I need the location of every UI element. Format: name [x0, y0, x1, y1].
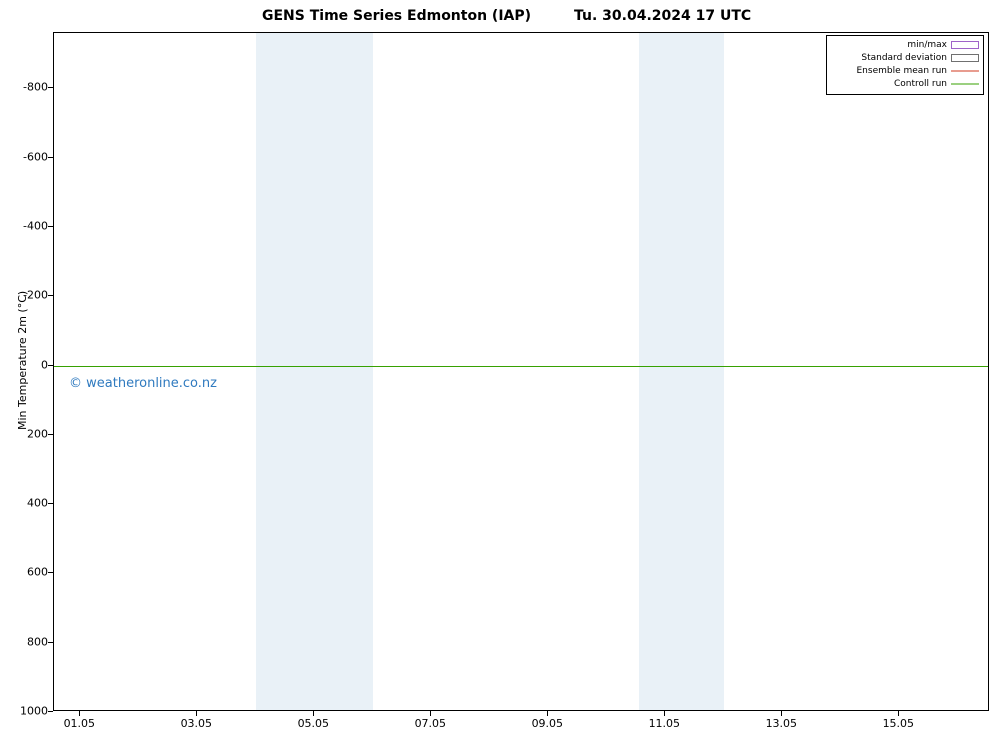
controll-run-line	[54, 366, 988, 367]
y-tick-label: -800	[8, 81, 48, 94]
y-tick-label: 600	[8, 566, 48, 579]
x-tick-mark	[898, 711, 899, 716]
y-tick-label: -400	[8, 220, 48, 233]
y-tick-label: 400	[8, 497, 48, 510]
y-tick-mark	[48, 572, 53, 573]
x-tick-label: 03.05	[181, 717, 213, 730]
legend-row: min/max	[831, 38, 979, 51]
y-tick-label: 800	[8, 635, 48, 648]
y-tick-mark	[48, 434, 53, 435]
y-tick-label: 0	[8, 358, 48, 371]
legend-swatch	[951, 79, 979, 89]
chart-title-left: GENS Time Series Edmonton (IAP)	[262, 8, 531, 24]
shaded-band	[639, 33, 665, 710]
x-tick-mark	[547, 711, 548, 716]
x-tick-label: 13.05	[766, 717, 798, 730]
legend-swatch	[951, 40, 979, 50]
x-tick-label: 09.05	[532, 717, 564, 730]
legend-label: Ensemble mean run	[857, 66, 952, 76]
y-tick-mark	[48, 365, 53, 366]
x-tick-label: 01.05	[64, 717, 96, 730]
plot-area	[53, 32, 989, 711]
x-tick-label: 05.05	[298, 717, 330, 730]
x-tick-mark	[781, 711, 782, 716]
legend-row: Standard deviation	[831, 51, 979, 64]
y-tick-mark	[48, 226, 53, 227]
y-tick-label: 1000	[8, 705, 48, 718]
legend-label: Controll run	[894, 79, 951, 89]
x-tick-mark	[664, 711, 665, 716]
legend-swatch	[951, 53, 979, 63]
shaded-band	[665, 33, 724, 710]
legend-label: min/max	[907, 40, 951, 50]
y-tick-label: -600	[8, 150, 48, 163]
x-tick-mark	[430, 711, 431, 716]
shaded-band	[256, 33, 315, 710]
y-tick-mark	[48, 503, 53, 504]
x-tick-label: 07.05	[415, 717, 447, 730]
y-tick-mark	[48, 711, 53, 712]
chart-title-right: Tu. 30.04.2024 17 UTC	[574, 8, 751, 24]
legend-label: Standard deviation	[861, 53, 951, 63]
x-tick-label: 11.05	[649, 717, 681, 730]
y-tick-mark	[48, 87, 53, 88]
legend-row: Controll run	[831, 77, 979, 90]
shaded-band	[314, 33, 373, 710]
watermark-text: © weatheronline.co.nz	[69, 376, 217, 391]
x-tick-mark	[196, 711, 197, 716]
x-tick-label: 15.05	[883, 717, 915, 730]
x-tick-mark	[313, 711, 314, 716]
x-tick-mark	[79, 711, 80, 716]
legend-row: Ensemble mean run	[831, 64, 979, 77]
legend-swatch	[951, 66, 979, 76]
y-tick-mark	[48, 295, 53, 296]
y-tick-label: -200	[8, 289, 48, 302]
y-tick-mark	[48, 642, 53, 643]
legend: min/max Standard deviation Ensemble mean r…	[826, 35, 984, 95]
y-tick-label: 200	[8, 427, 48, 440]
y-tick-mark	[48, 157, 53, 158]
